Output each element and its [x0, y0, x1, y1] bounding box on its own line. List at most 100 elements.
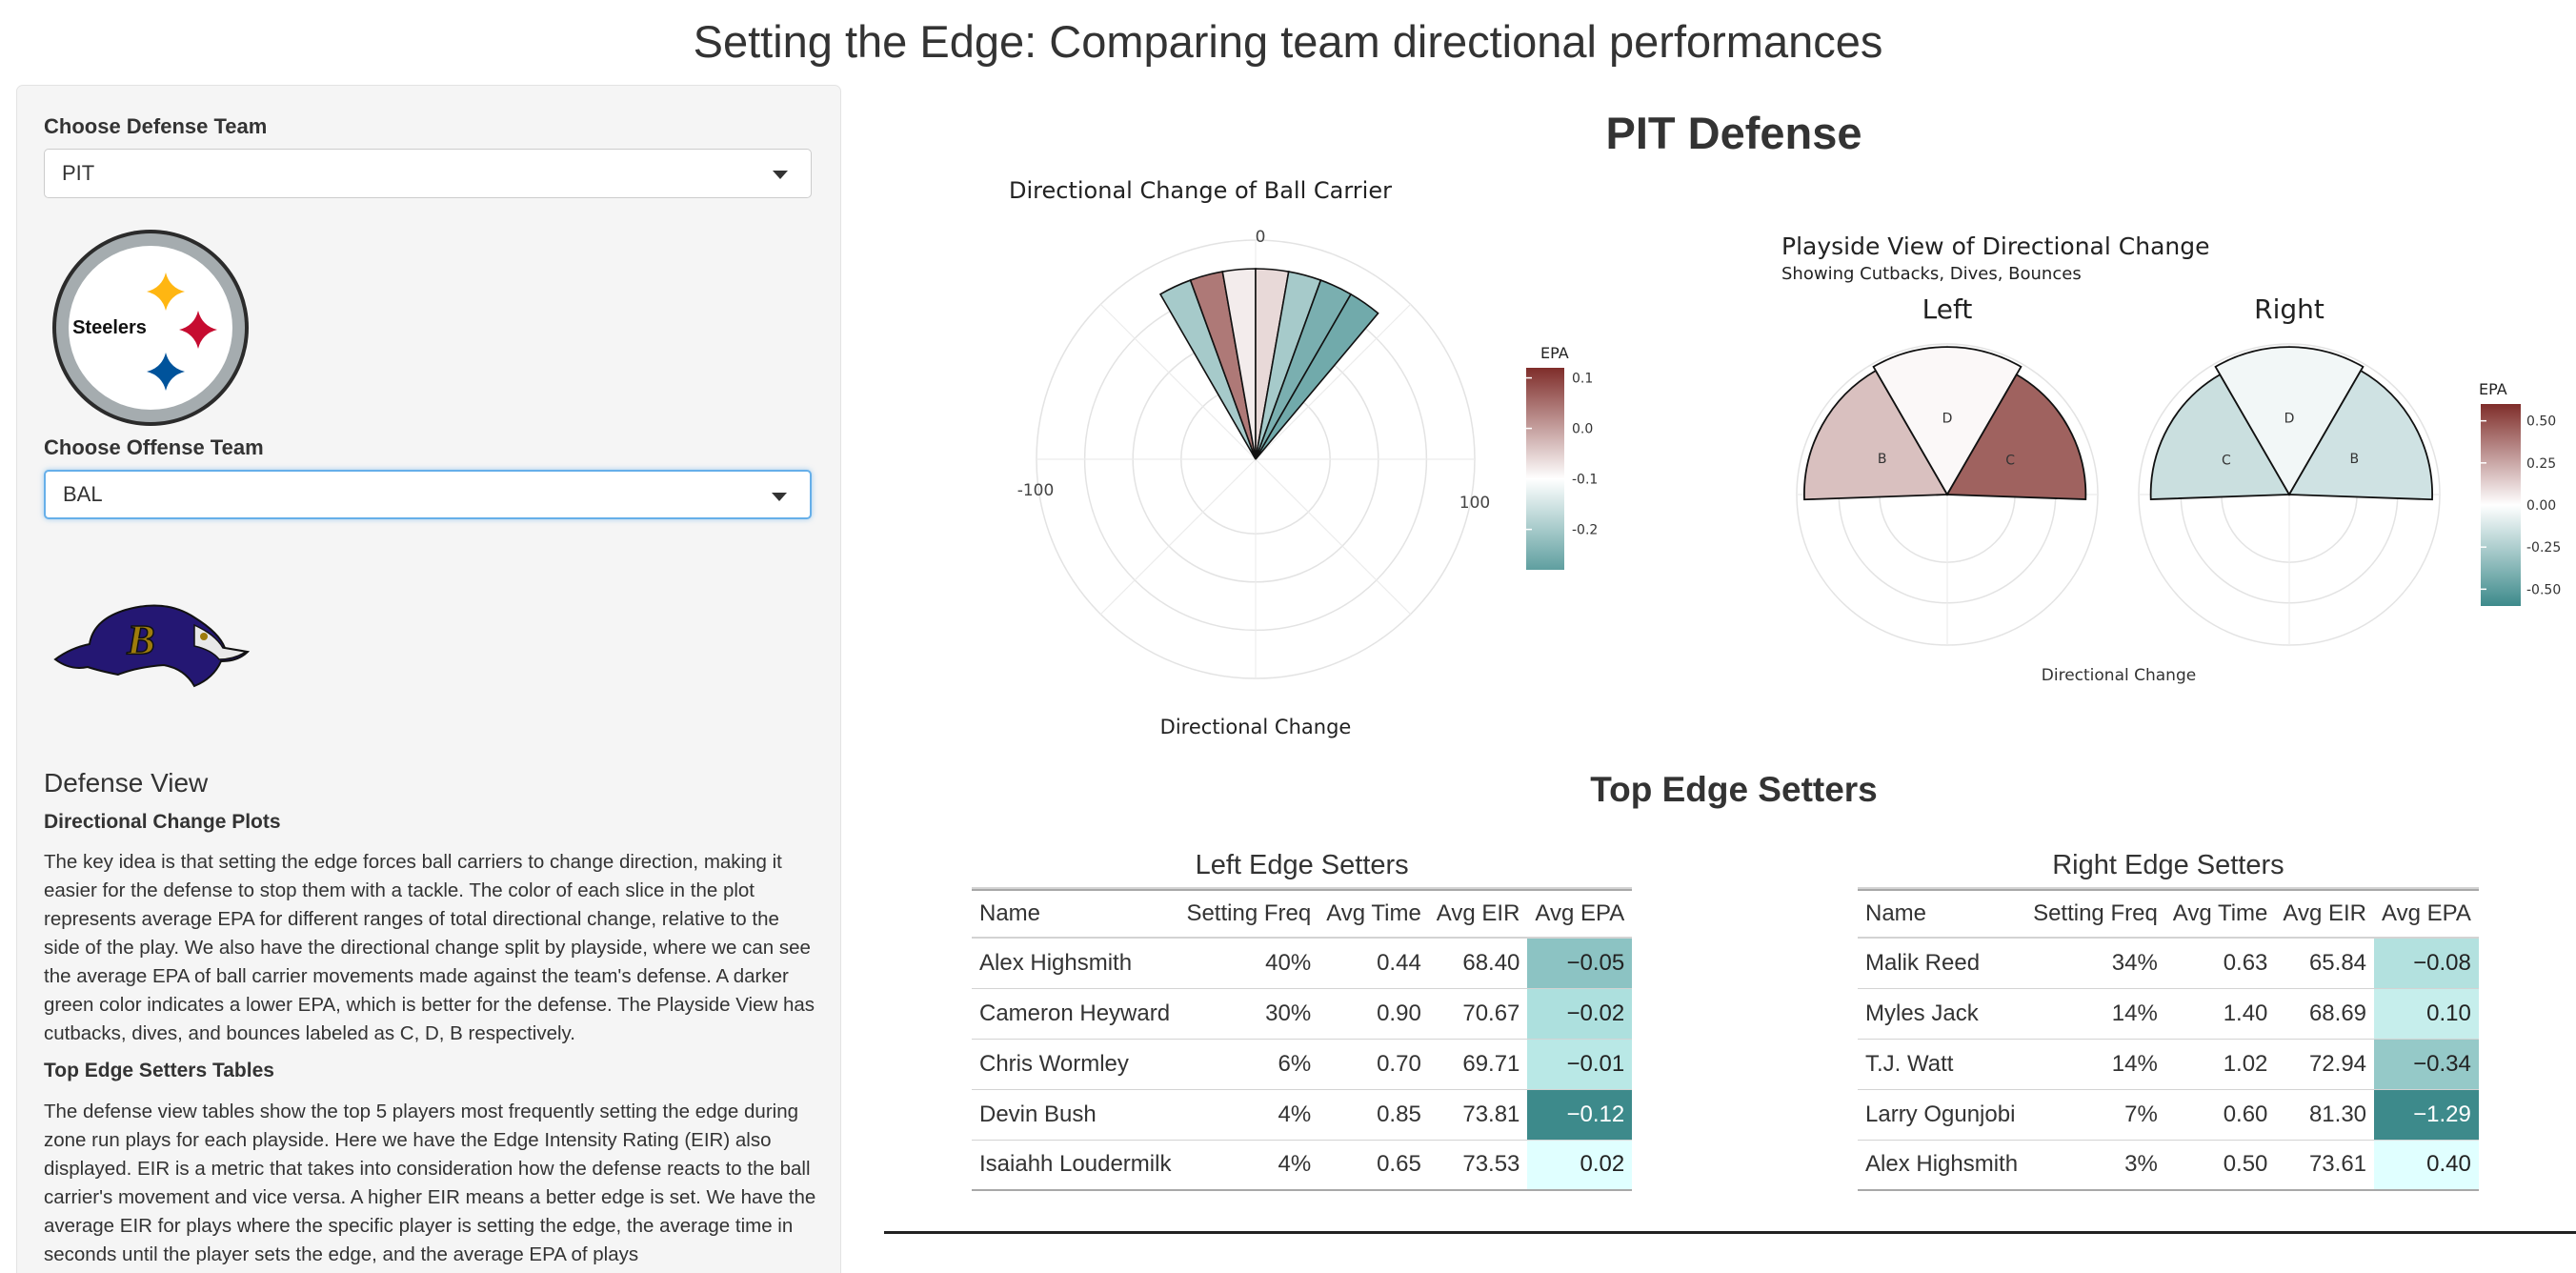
- avg-eir-cell: 65.84: [2275, 938, 2375, 989]
- avg-eir-cell: 69.71: [1428, 1039, 1528, 1090]
- playside-view-chart: Playside View of Directional Change Show…: [1781, 232, 2561, 685]
- player-name-cell: Alex Highsmith: [972, 938, 1179, 989]
- avg-eir-cell: 68.69: [2275, 988, 2375, 1040]
- playside-slice: [2149, 373, 2291, 501]
- col-avg-epa: Avg EPA: [1527, 890, 1633, 939]
- direction-slice: [1255, 293, 1379, 460]
- right-edge-setters-table: Right Edge Setters Name Setting Freq Avg…: [1858, 842, 2479, 1191]
- setting-freq-cell: 4%: [1278, 1151, 1312, 1178]
- chart2-legend-title: EPA: [2479, 380, 2507, 398]
- legend-tick-label: 0.50: [2526, 414, 2556, 430]
- defense-team-select[interactable]: PIT: [44, 149, 812, 198]
- player-name-cell: Malik Reed: [1858, 938, 2026, 989]
- grid-spoke: [1255, 458, 1412, 616]
- offense-team-value: BAL: [63, 482, 103, 506]
- col-name: Name: [972, 890, 1179, 939]
- legend-tick-label: -0.1: [1572, 473, 1598, 488]
- slice-label: B: [2349, 452, 2359, 467]
- avg-epa-cell: −0.01: [1527, 1039, 1633, 1090]
- chart1-tick-neg100: -100: [1017, 481, 1055, 500]
- defense-team-value: PIT: [62, 161, 95, 185]
- setting-freq-cell: 14%: [2025, 988, 2165, 1040]
- legend-tick-label: -0.2: [1572, 523, 1598, 538]
- avg-epa-cell: −1.29: [2374, 1089, 2479, 1141]
- table-row: Malik Reed 34% 0.63 65.84 −0.08: [1858, 938, 2479, 989]
- table-row: T.J. Watt 14% 1.02 72.94 −0.34: [1858, 1039, 2479, 1090]
- directional-plots-text: The key idea is that setting the edge fo…: [44, 851, 815, 1044]
- avg-epa-cell: 0.02: [1527, 1140, 1633, 1190]
- grid-spoke: [1255, 303, 1412, 460]
- col-avg-eir: Avg EIR: [1428, 890, 1528, 939]
- avg-eir-cell: 72.94: [2275, 1039, 2375, 1090]
- right-table-caption: Right Edge Setters: [1858, 842, 2479, 889]
- table-row: Larry Ogunjobi 7% 0.60 81.30 −1.29: [1858, 1089, 2479, 1141]
- chart2-legend-ticks: 0.50 0.25 0.00 -0.25 -0.50: [2481, 414, 2561, 597]
- chart1-legend-ticks: 0.1 0.0 -0.1 -0.2: [1526, 372, 1598, 538]
- player-name-cell: Larry Ogunjobi: [1858, 1089, 2026, 1141]
- chevron-down-icon: [773, 171, 788, 179]
- player-name-cell: T.J. Watt: [1858, 1039, 2026, 1090]
- player-name-cell: Isaiahh Loudermilk: [979, 1151, 1172, 1178]
- avg-time-cell: 0.44: [1318, 938, 1429, 989]
- defense-team-label: Choose Defense Team: [44, 114, 268, 138]
- col-avg-time: Avg Time: [1318, 890, 1429, 939]
- chart1-tick-100: 100: [1459, 494, 1490, 513]
- col-setting-freq: Setting Freq: [1178, 890, 1319, 939]
- left-table-caption: Left Edge Setters: [972, 842, 1633, 889]
- col-avg-eir: Avg EIR: [2275, 890, 2375, 939]
- defense-team-logo: Steelers: [52, 230, 249, 426]
- playside-slice: [1803, 369, 1949, 501]
- avg-eir-cell: 68.40: [1428, 938, 1528, 989]
- chart2-legend-bar: [2481, 404, 2521, 606]
- playside-slice: [1945, 373, 2087, 501]
- slice-label: C: [2222, 453, 2231, 468]
- avg-time-cell: 0.85: [1318, 1089, 1429, 1141]
- chart2-title: Playside View of Directional Change: [1781, 232, 2210, 260]
- col-name: Name: [1858, 890, 2026, 939]
- legend-tick-label: 0.25: [2526, 456, 2556, 472]
- slice-label: D: [1942, 411, 1953, 426]
- chart1-xlabel: Directional Change: [1160, 716, 1352, 738]
- playside-slice: [2214, 346, 2365, 496]
- setting-freq-cell: 7%: [2025, 1089, 2165, 1141]
- avg-time-cell: 0.60: [2164, 1089, 2276, 1141]
- avg-epa-cell: 0.10: [2374, 988, 2479, 1040]
- avg-time-cell: 0.70: [1318, 1039, 1429, 1090]
- avg-eir-cell: 73.81: [1428, 1089, 1528, 1141]
- legend-tick-label: -0.25: [2526, 540, 2561, 556]
- avg-eir-cell: 73.61: [2308, 1151, 2367, 1178]
- directional-change-chart: Directional Change of Ball Carrier 0 100…: [1009, 177, 1598, 738]
- avg-time-cell: 0.63: [2164, 938, 2276, 989]
- legend-tick-label: -0.50: [2526, 582, 2561, 597]
- avg-epa-cell: −0.08: [2374, 938, 2479, 989]
- legend-tick-label: 0.0: [1572, 422, 1593, 437]
- edge-setters-title: Top Edge Setters: [1590, 770, 1878, 809]
- slice-label: C: [2005, 453, 2015, 468]
- offense-team-logo: B: [53, 604, 251, 688]
- chart1-legend-title: EPA: [1540, 344, 1569, 362]
- player-name-cell: Chris Wormley: [972, 1039, 1179, 1090]
- player-name-cell: Myles Jack: [1858, 988, 2026, 1040]
- player-name-cell: Devin Bush: [972, 1089, 1179, 1141]
- table-row: Myles Jack 14% 1.40 68.69 0.10: [1858, 988, 2479, 1040]
- chart1-slices: [1158, 268, 1379, 460]
- avg-eir-cell: 70.67: [1428, 988, 1528, 1040]
- legend-tick-label: 0.00: [2526, 498, 2556, 514]
- table-row: Devin Bush 4% 0.85 73.81 −0.12: [972, 1089, 1633, 1141]
- page-title: PIT Defense: [1605, 108, 1862, 158]
- edge-setters-text: The defense view tables show the top 5 p…: [44, 1101, 816, 1265]
- table-row: Alex Highsmith 40% 0.44 68.40 −0.05: [972, 938, 1633, 989]
- col-avg-time: Avg Time: [2164, 890, 2276, 939]
- grid-spoke: [1099, 303, 1257, 460]
- chart2-panels: B D C C D B: [1796, 343, 2441, 646]
- playside-slice: [2287, 369, 2433, 501]
- avg-epa-cell: 0.40: [2374, 1140, 2479, 1190]
- avg-time-cell: 1.02: [2164, 1039, 2276, 1090]
- setting-freq-cell: 3%: [2124, 1151, 2158, 1178]
- legend-tick-label: 0.1: [1572, 372, 1593, 387]
- table-row: Isaiahh Loudermilk 4% 0.65 73.53 0.02: [972, 1140, 1633, 1190]
- setting-freq-cell: 14%: [2025, 1039, 2165, 1090]
- col-avg-epa: Avg EPA: [2374, 890, 2479, 939]
- avg-time-cell: 0.65: [1377, 1151, 1421, 1178]
- offense-team-select[interactable]: BAL: [44, 470, 812, 519]
